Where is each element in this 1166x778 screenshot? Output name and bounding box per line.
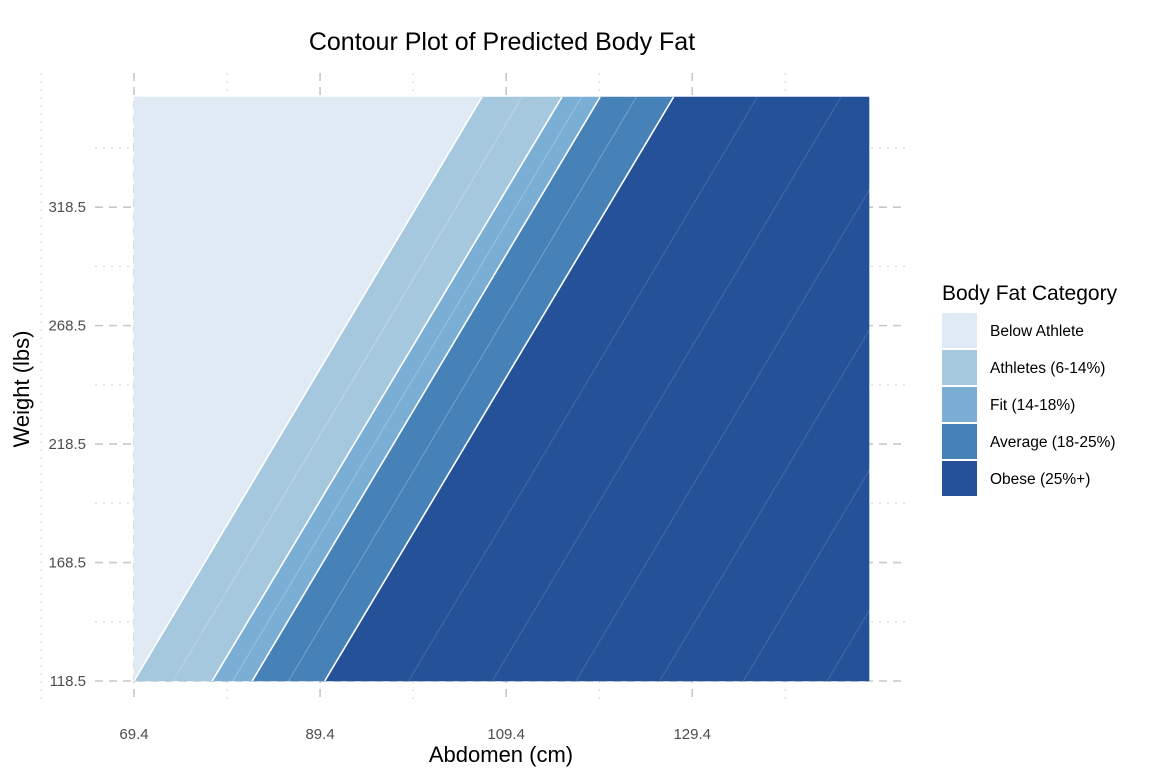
x-tick-label: 109.4 [487,726,525,743]
boundary-contour-line [251,96,601,682]
boundary-contour-line [133,96,483,682]
y-tick-label: 268.5 [48,318,86,335]
legend-swatch [942,313,977,348]
minor-contour-line [659,96,1009,682]
minor-contour-line [826,112,1166,682]
legend-label: Athletes (6-14%) [990,360,1105,377]
y-tick-label: 218.5 [48,436,86,453]
boundary-contour-line [324,96,675,682]
minor-contour-line [288,96,637,682]
legend-swatch [942,387,977,422]
minor-contour-line [232,96,582,682]
boundary-contour-line [211,96,563,682]
x-tick-label: 129.4 [673,726,711,743]
legend-title: Body Fat Category [942,282,1118,305]
legend-label: Fit (14-18%) [990,397,1075,414]
legend-swatch [942,350,977,385]
chart-title: Contour Plot of Predicted Body Fat [309,28,695,56]
minor-contour-line [575,96,926,682]
legend-label: Below Athlete [990,323,1084,340]
x-axis-title: Abdomen (cm) [429,742,573,767]
legend-swatch [942,461,977,496]
x-tick-label: 89.4 [305,726,334,743]
x-tick-label: 69.4 [119,726,148,743]
minor-contour-line [491,96,842,682]
legend-swatch [942,424,977,459]
y-tick-label: 118.5 [50,673,86,690]
y-tick-label: 318.5 [48,199,86,216]
y-axis-title: Weight (lbs) [9,331,34,448]
minor-contour-line [408,96,758,682]
y-tick-label: 168.5 [48,555,86,572]
minor-contour-line [742,96,1093,682]
legend-label: Obese (25%+) [990,471,1090,488]
legend: Body Fat Category Below Athlete Athletes … [942,282,1118,496]
contour-bands [133,96,870,683]
axis-ticks: 69.4 89.4 109.4 129.4 118.5 168.5 218.5 268.5 31… [48,199,711,743]
minor-contour-line [172,96,523,682]
legend-label: Average (18-25%) [990,434,1116,451]
contour-lines [133,96,1166,682]
